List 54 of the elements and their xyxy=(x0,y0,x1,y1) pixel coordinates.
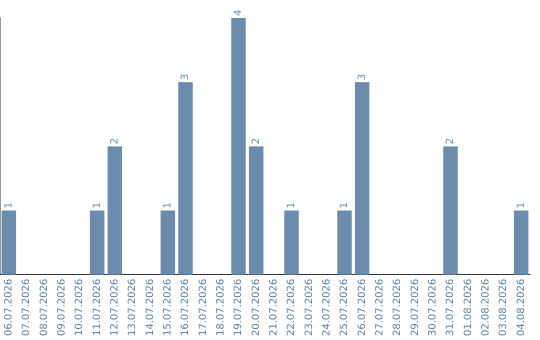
x-tick-label: 25.07.2026 xyxy=(339,278,350,336)
data-label: 2 xyxy=(250,138,262,144)
x-tick-label: 18.07.2026 xyxy=(215,278,226,336)
bar xyxy=(337,210,352,275)
bar xyxy=(2,210,16,275)
bar xyxy=(514,210,528,275)
x-tick-label: 10.07.2026 xyxy=(74,278,86,336)
bar xyxy=(231,18,246,275)
x-tick-label: 26.07.2026 xyxy=(356,278,368,336)
data-label: 1 xyxy=(3,202,14,209)
x-tick-label: 27.07.2026 xyxy=(374,278,386,336)
x-tick-label: 30.07.2026 xyxy=(427,278,438,336)
data-label: 1 xyxy=(286,202,298,209)
data-label: 1 xyxy=(339,202,350,209)
x-tick-label: 23.07.2026 xyxy=(304,278,315,336)
x-tick-label: 31.07.2026 xyxy=(445,278,456,336)
data-label: 3 xyxy=(356,74,368,80)
x-tick-label: 06.07.2026 xyxy=(3,278,14,336)
x-tick-label: 11.07.2026 xyxy=(92,278,103,336)
x-tick-label: 07.07.2026 xyxy=(21,278,32,336)
x-tick-label: 19.07.2026 xyxy=(233,278,244,336)
bar xyxy=(443,146,458,275)
bar xyxy=(284,210,299,275)
data-label: 2 xyxy=(109,138,120,144)
x-tick-label: 09.07.2026 xyxy=(56,278,68,336)
bar xyxy=(248,146,264,275)
x-tick-label: 01.08.2026 xyxy=(462,278,474,336)
x-tick-label: 21.07.2026 xyxy=(268,278,280,336)
x-tick-label: 02.08.2026 xyxy=(480,278,492,336)
data-label: 1 xyxy=(92,202,103,209)
x-tick-label: 20.07.2026 xyxy=(250,278,262,336)
bar xyxy=(90,210,104,275)
data-label: 3 xyxy=(180,74,192,80)
x-tick-label: 28.07.2026 xyxy=(392,278,404,336)
x-tick-label: 13.07.2026 xyxy=(127,278,138,336)
x-tick-label: 16.07.2026 xyxy=(180,278,192,336)
bar xyxy=(178,82,193,275)
x-tick-label: 12.07.2026 xyxy=(109,278,120,336)
bar xyxy=(108,146,122,275)
bar xyxy=(160,210,176,275)
data-label: 1 xyxy=(162,202,174,209)
x-tick-label: 08.07.2026 xyxy=(38,278,50,336)
data-label: 2 xyxy=(445,138,456,144)
x-tick-label: 15.07.2026 xyxy=(162,278,174,336)
bar xyxy=(354,82,370,275)
x-tick-label: 24.07.2026 xyxy=(321,278,332,336)
x-tick-label: 03.08.2026 xyxy=(498,278,510,336)
x-tick-label: 22.07.2026 xyxy=(286,278,298,336)
x-tick-label: 14.07.2026 xyxy=(144,278,156,336)
data-label: 1 xyxy=(516,202,527,209)
data-label: 4 xyxy=(233,10,244,16)
x-tick-label: 04.08.2026 xyxy=(516,278,527,336)
x-tick-label: 29.07.2026 xyxy=(410,278,421,336)
x-tick-label: 17.07.2026 xyxy=(198,278,209,336)
